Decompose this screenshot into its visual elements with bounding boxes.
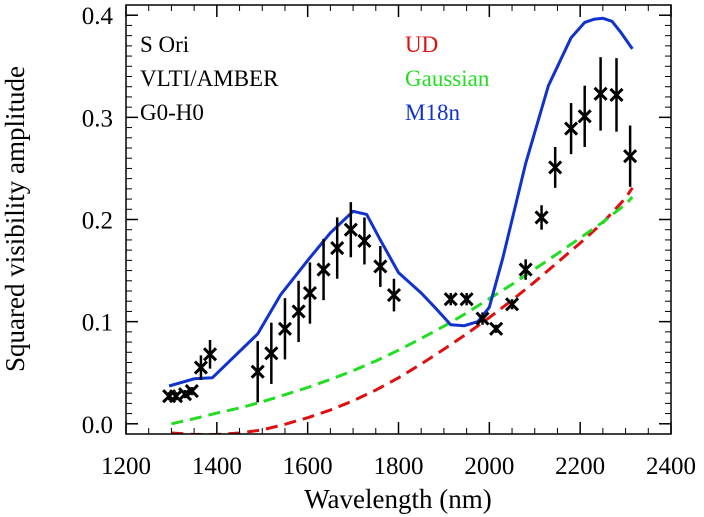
point-marker xyxy=(577,109,592,124)
data-point xyxy=(443,292,458,307)
x-tick-label: 1600 xyxy=(283,453,333,480)
point-marker xyxy=(330,241,345,256)
point-marker xyxy=(475,311,490,326)
data-point xyxy=(593,57,608,131)
ticks-layer: 1200 1400 1600 1800 2000 2200 2400 0.0 0.1 0.2 0.3… xyxy=(82,3,696,480)
data-point xyxy=(302,262,317,324)
data-point xyxy=(534,205,549,230)
data-point xyxy=(518,259,533,280)
point-marker xyxy=(548,160,563,175)
point-marker xyxy=(593,86,608,101)
y-tick-label: 0.3 xyxy=(82,105,113,132)
point-marker xyxy=(489,321,504,336)
data-point xyxy=(459,292,474,307)
data-point xyxy=(277,298,293,360)
labels-layer: Wavelength (nm) Squared visibility ampli… xyxy=(0,32,492,514)
point-marker xyxy=(264,346,279,361)
x-tick-label: 2200 xyxy=(555,453,605,480)
data-point xyxy=(504,297,520,312)
data-point xyxy=(357,217,372,265)
data-point xyxy=(489,321,504,336)
point-marker xyxy=(316,262,331,277)
point-marker xyxy=(373,259,388,274)
point-marker xyxy=(609,87,624,102)
data-point xyxy=(577,85,592,147)
data-point xyxy=(316,238,331,301)
y-tick-label: 0.2 xyxy=(82,208,113,235)
data-point xyxy=(202,340,218,369)
x-tick-label: 1800 xyxy=(374,453,424,480)
data-point xyxy=(193,355,208,380)
info-text-object: S Ori xyxy=(140,32,189,57)
point-marker xyxy=(302,285,317,301)
data-point xyxy=(609,58,624,132)
data-point xyxy=(475,311,490,326)
point-marker xyxy=(277,321,293,336)
data-point xyxy=(564,103,579,155)
observations-layer xyxy=(162,57,638,404)
data-point xyxy=(373,246,388,287)
info-text-baseline: G0-H0 xyxy=(140,100,204,125)
series-line-gaussian xyxy=(171,195,634,426)
x-tick-label: 2400 xyxy=(646,453,696,480)
point-marker xyxy=(504,297,520,312)
data-point xyxy=(250,341,265,403)
x-tick-label: 1400 xyxy=(192,453,242,480)
point-marker xyxy=(386,288,402,303)
point-marker xyxy=(534,210,549,225)
point-marker xyxy=(459,292,474,307)
y-tick-label: 0.0 xyxy=(82,412,113,439)
point-marker xyxy=(518,262,533,277)
point-marker xyxy=(202,347,218,362)
point-marker xyxy=(193,360,208,375)
x-axis-label: Wavelength (nm) xyxy=(304,484,492,514)
series-line-m18n xyxy=(168,16,634,388)
point-marker xyxy=(443,292,458,307)
legend-label-m18n: M18n xyxy=(405,100,460,125)
point-marker xyxy=(184,384,199,399)
data-point xyxy=(623,125,638,187)
data-point xyxy=(184,384,199,399)
point-marker xyxy=(291,304,306,319)
x-tick-label: 2000 xyxy=(464,453,514,480)
legend-label-ud: UD xyxy=(405,32,438,57)
x-tick-label: 1200 xyxy=(101,453,151,480)
y-tick-label: 0.1 xyxy=(82,310,113,337)
legend-label-gaussian: Gaussian xyxy=(405,66,490,91)
data-point xyxy=(343,202,358,258)
point-marker xyxy=(343,222,358,237)
data-point xyxy=(548,146,563,188)
point-marker xyxy=(623,149,638,164)
info-text-instrument: VLTI/AMBER xyxy=(140,66,279,91)
point-marker xyxy=(564,121,579,136)
data-point xyxy=(264,322,279,384)
curves-layer xyxy=(168,16,634,434)
point-marker xyxy=(357,233,372,249)
data-point xyxy=(291,280,306,343)
data-point xyxy=(386,278,402,312)
point-marker xyxy=(250,364,265,379)
series-line-ud xyxy=(171,186,634,434)
y-tick-label: 0.4 xyxy=(82,3,114,30)
data-point xyxy=(330,217,345,279)
y-axis-label: Squared visibility amplitude xyxy=(0,66,30,372)
